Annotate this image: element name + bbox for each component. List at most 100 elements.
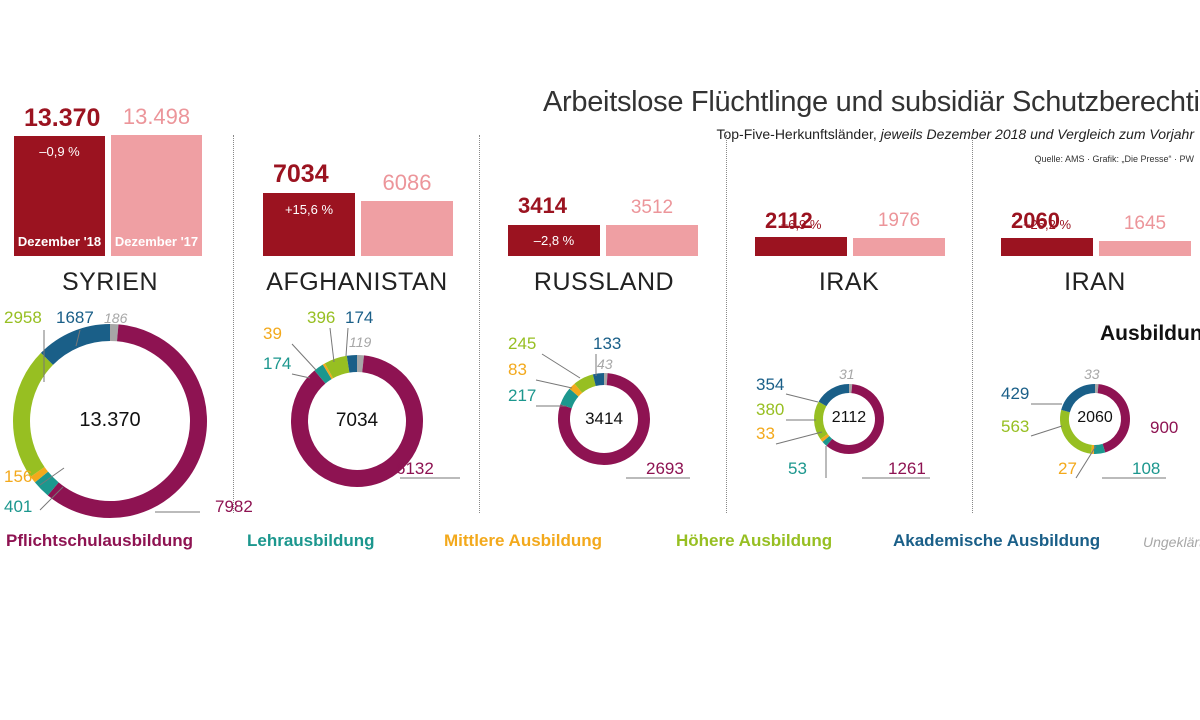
afghanistan-donut-segment-mittlere-ausbildung: [322, 363, 334, 380]
subtitle-main: Top-Five-Herkunftsländer,: [716, 126, 881, 142]
syrien-donut-segment-akademische-ausbildung: [40, 324, 111, 366]
afghanistan-leader-lehrausbildung: [291, 373, 311, 379]
country-name-russland: RUSSLAND: [533, 268, 675, 296]
irak-value-dec18: 2112: [765, 208, 813, 233]
irak-label-ungeklärt: 31: [839, 366, 855, 382]
legend-item-lehrausbildung: Lehrausbildung: [247, 531, 375, 550]
irak-change: +6,9 %: [780, 217, 822, 232]
russland-bar-dec17: [606, 224, 698, 256]
iran-label-akademische-ausbildung: 429: [1001, 384, 1030, 403]
syrien-donut-segment-höhere-ausbildung: [13, 352, 54, 477]
chart-subtitle: Top-Five-Herkunftsländer, jeweils Dezemb…: [716, 126, 1194, 142]
syrien-label-akademische-ausbildung: 1687: [56, 308, 94, 327]
irak-donut-total: 2112: [831, 409, 867, 427]
syrien-leader-lehrausbildung: [39, 486, 64, 511]
syrien-label-ungeklärt: 186: [104, 310, 128, 326]
iran-label-ungeklärt: 33: [1084, 366, 1100, 382]
legend-item-ungeklärt: Ungeklärt: [1143, 534, 1200, 550]
iran-change: +25,2 %: [1022, 217, 1072, 232]
irak-leader-akademische-ausbildung: [785, 393, 819, 403]
afghanistan-label-mittlere-ausbildung: 39: [263, 324, 282, 343]
legend-item-pflichtschulausbildung: Pflichtschulausbildung: [6, 531, 194, 550]
irak-value-dec17: 1976: [877, 210, 921, 232]
iran-donut-segment-akademische-ausbildung: [1061, 384, 1096, 413]
irak-donut-segment-pflichtschulausbildung: [826, 384, 884, 454]
irak-donut-segment-höhere-ausbildung: [814, 401, 828, 440]
afghanistan-change: +15,6 %: [284, 202, 334, 217]
iran-leader-mittlere-ausbildung: [1075, 445, 1097, 479]
country-name-irak: IRAK: [818, 268, 880, 296]
iran-bar-dec17: [1099, 241, 1191, 256]
separator-3: [726, 135, 727, 513]
iran-donut-total: 2060: [1077, 409, 1113, 427]
afghanistan-label-ungeklärt: 119: [349, 334, 372, 350]
afghanistan-donut-segment-akademische-ausbildung: [346, 354, 358, 373]
irak-label-lehrausbildung: 53: [788, 459, 807, 478]
russland-bar-dec18: [508, 225, 600, 256]
iran-value-dec18: 2060: [1011, 208, 1060, 233]
irak-label-pflichtschulausbildung: 1261: [888, 459, 926, 478]
syrien-value-dec18: 13.370: [24, 104, 101, 132]
legend-item-mittlere-ausbildung: Mittlere Ausbildung: [444, 531, 603, 550]
syrien-change: –0,9 %: [39, 144, 80, 159]
iran-donut-segment-pflichtschulausbildung: [1097, 384, 1130, 453]
country-name-syrien: SYRIEN: [61, 268, 159, 296]
legend-item-höhere-ausbildung: Höhere Ausbildung: [676, 531, 833, 550]
russland-leader-höhere-ausbildung: [541, 353, 581, 379]
bar-label-dec18: Dezember '18: [17, 234, 102, 249]
syrien-donut-segment-pflichtschulausbildung: [47, 324, 207, 518]
russland-donut-segment-höhere-ausbildung: [574, 374, 597, 394]
afghanistan-label-pflichtschulausbildung: 6132: [396, 459, 434, 478]
syrien-leader-mittlere-ausbildung: [39, 467, 65, 486]
afghanistan-donut-segment-höhere-ausbildung: [324, 355, 350, 379]
bar-label-dec17: Dezember '17: [114, 234, 199, 249]
iran-bar-dec18: [1001, 237, 1093, 256]
afghanistan-leader-akademische-ausbildung: [345, 327, 349, 357]
separator-4: [972, 135, 973, 513]
iran-label-höhere-ausbildung: 563: [1001, 417, 1030, 436]
iran-label-lehrausbildung: 108: [1132, 459, 1161, 478]
russland-value-dec18: 3414: [518, 193, 567, 218]
afghanistan-label-akademische-ausbildung: 174: [345, 308, 374, 327]
syrien-bar-dec17: [111, 135, 202, 256]
russland-label-höhere-ausbildung: 245: [508, 334, 537, 353]
syrien-donut-segment-mittlere-ausbildung: [30, 466, 49, 483]
syrien-label-lehrausbildung: 401: [4, 497, 33, 516]
iran-donut-segment-höhere-ausbildung: [1060, 409, 1093, 454]
country-name-afghanistan: AFGHANISTAN: [266, 268, 448, 296]
irak-donut-segment-mittlere-ausbildung: [820, 433, 830, 442]
russland-change: –2,8 %: [533, 233, 575, 248]
iran-value-dec17: 1645: [1123, 213, 1167, 235]
russland-leader-mittlere-ausbildung: [535, 379, 573, 389]
syrien-bar-dec18: [14, 136, 105, 256]
irak-label-mittlere-ausbildung: 33: [756, 424, 775, 443]
ausbildung-heading: Ausbildung: [1100, 322, 1200, 345]
iran-label-pflichtschulausbildung: 900: [1150, 418, 1179, 437]
syrien-value-dec17: 13.498: [122, 104, 191, 129]
russland-label-lehrausbildung: 217: [508, 386, 537, 405]
afghanistan-leader-mittlere-ausbildung: [291, 343, 317, 371]
afghanistan-bar-dec17: [361, 201, 453, 256]
afghanistan-donut-segment-lehrausbildung: [314, 364, 332, 384]
irak-bar-dec17: [853, 238, 945, 256]
russland-donut-segment-lehrausbildung: [560, 388, 579, 409]
source-note: Quelle: AMS · Grafik: „Die Presse“ · PW: [1034, 154, 1194, 164]
syrien-leader-akademische-ausbildung: [75, 329, 81, 347]
subtitle-italic: jeweils Dezember 2018 und Vergleich zum …: [880, 126, 1194, 142]
russland-value-dec17: 3512: [630, 196, 674, 218]
legend-item-akademische-ausbildung: Akademische Ausbildung: [893, 531, 1101, 550]
syrien-label-mittlere-ausbildung: 156: [4, 467, 33, 486]
syrien-label-höhere-ausbildung: 2958: [4, 308, 42, 327]
afghanistan-leader-höhere-ausbildung: [329, 327, 335, 363]
irak-label-höhere-ausbildung: 380: [756, 400, 785, 419]
irak-donut-segment-lehrausbildung: [822, 435, 833, 446]
syrien-label-pflichtschulausbildung: 7982: [215, 497, 253, 516]
afghanistan-donut-segment-pflichtschulausbildung: [291, 355, 423, 487]
separator-2: [479, 135, 480, 513]
afghanistan-value-dec18: 7034: [273, 160, 329, 188]
afghanistan-bar-dec18: [263, 192, 355, 256]
syrien-donut-segment-lehrausbildung: [34, 471, 59, 496]
russland-donut-segment-mittlere-ausbildung: [569, 383, 583, 397]
irak-leader-mittlere-ausbildung: [775, 431, 823, 445]
afghanistan-value-dec17: 6086: [382, 170, 432, 196]
